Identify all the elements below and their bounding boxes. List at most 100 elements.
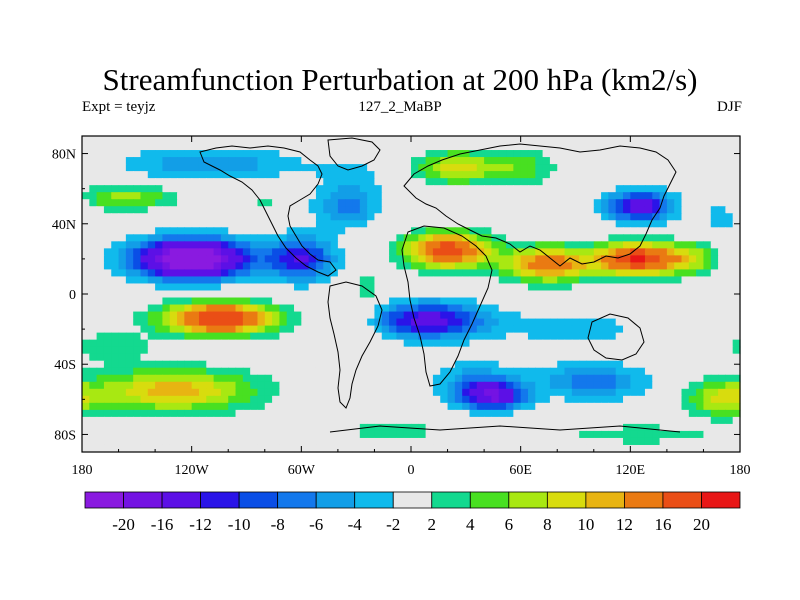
contour-cell bbox=[279, 332, 288, 341]
contour-cell bbox=[147, 346, 156, 355]
contour-cell bbox=[725, 269, 734, 278]
contour-cell bbox=[586, 416, 595, 425]
contour-cell bbox=[440, 185, 449, 193]
contour-cell bbox=[432, 171, 441, 179]
contour-cell bbox=[301, 395, 310, 404]
contour-cell bbox=[228, 402, 237, 411]
contour-cell bbox=[294, 381, 302, 390]
contour-cell bbox=[498, 325, 507, 334]
contour-cell bbox=[213, 269, 222, 278]
contour-cell bbox=[630, 402, 639, 411]
contour-cell bbox=[242, 276, 251, 285]
contour-cell bbox=[681, 416, 690, 425]
contour-cell bbox=[345, 150, 354, 158]
contour-cell bbox=[666, 423, 675, 432]
contour-cell bbox=[140, 171, 149, 179]
contour-cell bbox=[337, 199, 346, 207]
contour-cell bbox=[315, 297, 324, 306]
contour-cell bbox=[732, 388, 741, 397]
contour-cell bbox=[571, 297, 580, 306]
contour-cell bbox=[82, 395, 90, 404]
contour-cell bbox=[557, 367, 566, 376]
contour-cell bbox=[718, 381, 726, 390]
contour-cell bbox=[535, 437, 544, 446]
contour-cell bbox=[118, 164, 127, 172]
contour-cell bbox=[389, 199, 397, 207]
contour-cell bbox=[125, 409, 134, 418]
contour-cell bbox=[89, 227, 98, 235]
contour-cell bbox=[542, 283, 551, 292]
contour-cell bbox=[506, 262, 514, 271]
contour-cell bbox=[454, 423, 463, 432]
contour-cell bbox=[703, 381, 712, 390]
contour-cell bbox=[323, 283, 332, 292]
contour-cell bbox=[118, 248, 127, 256]
contour-cell bbox=[294, 192, 302, 200]
contour-cell bbox=[623, 150, 631, 158]
contour-cell bbox=[133, 206, 142, 214]
contour-cell bbox=[659, 185, 668, 193]
contour-cell bbox=[710, 283, 719, 292]
contour-cell bbox=[389, 171, 397, 179]
contour-cell bbox=[250, 136, 259, 144]
contour-cell bbox=[257, 430, 266, 439]
contour-cell bbox=[549, 213, 558, 221]
contour-cell bbox=[242, 402, 251, 411]
contour-cell bbox=[615, 248, 624, 256]
contour-cell bbox=[308, 304, 317, 313]
contour-cell bbox=[323, 199, 332, 207]
contour-cell bbox=[732, 178, 741, 186]
contour-cell bbox=[184, 178, 193, 186]
contour-cell bbox=[125, 199, 134, 207]
contour-cell bbox=[549, 402, 558, 411]
contour-cell bbox=[308, 346, 317, 355]
contour-cell bbox=[374, 304, 383, 313]
contour-cell bbox=[359, 276, 368, 285]
contour-cell bbox=[228, 325, 237, 334]
contour-cell bbox=[103, 374, 112, 383]
contour-cell bbox=[96, 332, 105, 341]
contour-cell bbox=[513, 283, 522, 292]
contour-cell bbox=[206, 311, 215, 320]
contour-cell bbox=[118, 374, 127, 383]
contour-cell bbox=[498, 178, 507, 186]
contour-cell bbox=[177, 346, 185, 355]
contour-cell bbox=[345, 227, 354, 235]
contour-cell bbox=[637, 353, 646, 362]
contour-cell bbox=[549, 164, 558, 172]
contour-cell bbox=[177, 332, 185, 341]
contour-cell bbox=[571, 367, 580, 376]
contour-cell bbox=[82, 206, 90, 214]
contour-cell bbox=[155, 199, 164, 207]
contour-cell bbox=[301, 325, 310, 334]
contour-cell bbox=[111, 192, 120, 200]
contour-cell bbox=[732, 248, 741, 256]
contour-cell bbox=[352, 220, 361, 228]
contour-cell bbox=[198, 381, 207, 390]
contour-cell bbox=[644, 304, 653, 313]
contour-cell bbox=[513, 367, 522, 376]
contour-cell bbox=[140, 199, 149, 207]
contour-cell bbox=[703, 444, 712, 453]
contour-cell bbox=[403, 416, 412, 425]
contour-cell bbox=[177, 409, 185, 418]
contour-cell bbox=[103, 381, 112, 390]
contour-cell bbox=[432, 206, 441, 214]
contour-cell bbox=[198, 143, 207, 151]
contour-cell bbox=[615, 367, 624, 376]
colorbar-label: 10 bbox=[577, 515, 594, 534]
contour-cell bbox=[447, 416, 456, 425]
contour-cell bbox=[111, 339, 120, 348]
contour-cell bbox=[411, 304, 419, 313]
contour-cell bbox=[513, 150, 522, 158]
contour-cell bbox=[220, 360, 229, 369]
contour-cell bbox=[147, 206, 156, 214]
contour-cell bbox=[637, 227, 646, 235]
contour-cell bbox=[454, 262, 463, 271]
contour-cell bbox=[250, 178, 259, 186]
contour-cell bbox=[732, 339, 741, 348]
contour-cell bbox=[440, 423, 449, 432]
contour-cell bbox=[162, 353, 171, 362]
contour-cell bbox=[235, 269, 244, 278]
contour-cell bbox=[696, 374, 705, 383]
